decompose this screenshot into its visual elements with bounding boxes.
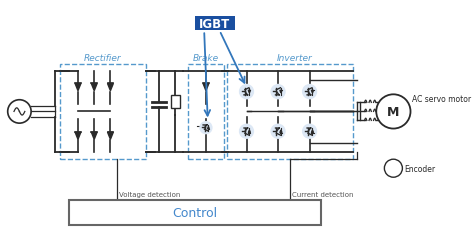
Polygon shape [91, 133, 97, 140]
Polygon shape [75, 84, 81, 91]
FancyBboxPatch shape [195, 17, 235, 31]
Polygon shape [311, 130, 313, 133]
Text: AC servo motor: AC servo motor [412, 95, 472, 104]
Polygon shape [280, 130, 282, 133]
Text: Voltage detection: Voltage detection [118, 191, 180, 197]
Circle shape [239, 85, 254, 99]
Text: IGBT: IGBT [200, 18, 230, 30]
Text: Brake: Brake [193, 54, 219, 62]
Polygon shape [75, 133, 81, 140]
Polygon shape [108, 84, 113, 91]
Polygon shape [311, 91, 313, 94]
Polygon shape [248, 91, 250, 94]
Polygon shape [208, 127, 210, 129]
Polygon shape [203, 84, 209, 91]
Circle shape [271, 85, 285, 99]
Text: M: M [387, 106, 400, 118]
Polygon shape [91, 84, 97, 91]
Circle shape [302, 125, 317, 139]
Circle shape [384, 160, 402, 178]
Circle shape [200, 122, 212, 134]
Circle shape [302, 85, 317, 99]
Text: Inverter: Inverter [276, 54, 312, 62]
Circle shape [271, 125, 285, 139]
Polygon shape [280, 91, 282, 94]
Polygon shape [248, 130, 250, 133]
Text: Rectifier: Rectifier [84, 54, 121, 62]
FancyBboxPatch shape [69, 200, 321, 225]
Text: Control: Control [173, 206, 218, 219]
Circle shape [239, 125, 254, 139]
Text: Encoder: Encoder [404, 164, 435, 173]
Text: Current detection: Current detection [292, 191, 353, 197]
Bar [171, 96, 180, 108]
Polygon shape [108, 133, 113, 140]
Circle shape [376, 95, 410, 129]
